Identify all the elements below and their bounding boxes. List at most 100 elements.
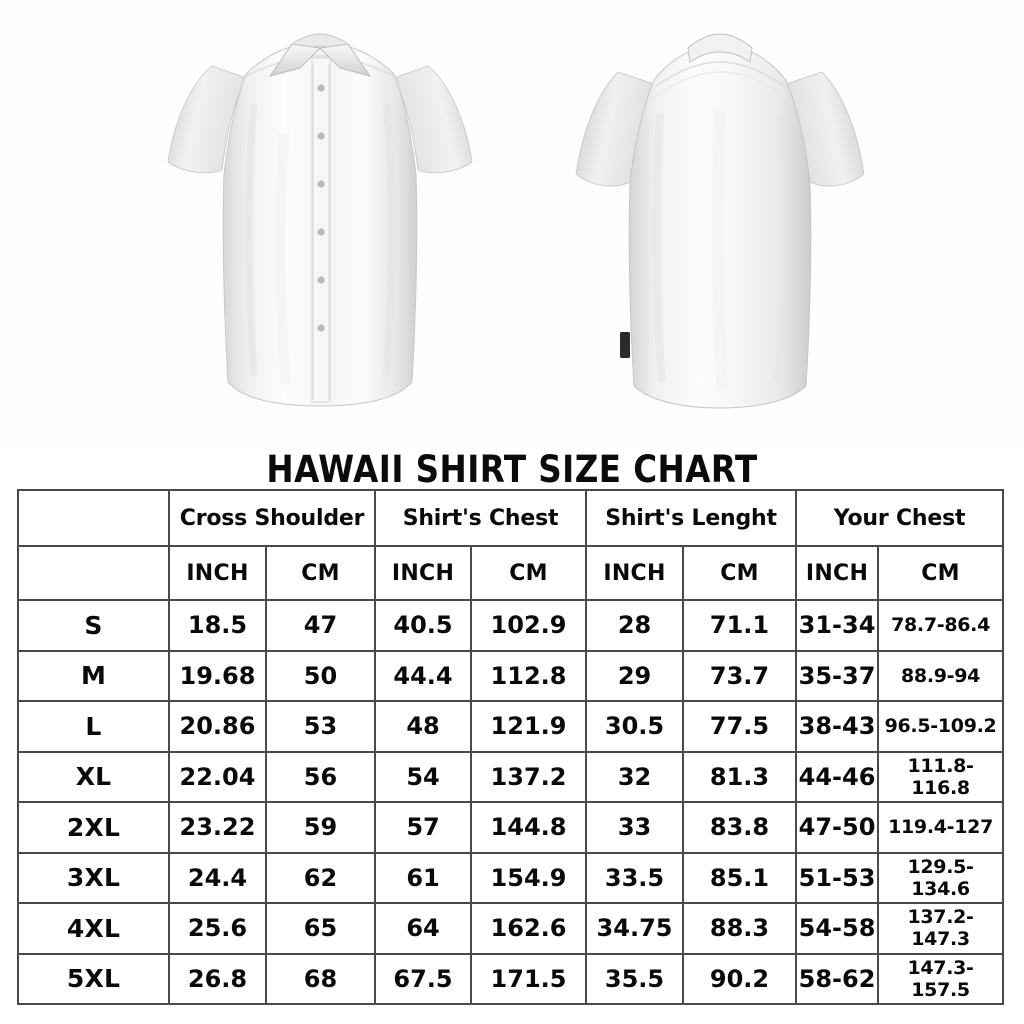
cell-shirt-length-inch: 33.5 bbox=[585, 851, 685, 904]
cell-shirt-chest-cm: 162.6 bbox=[470, 902, 588, 955]
cell-shirt-chest-inch: 61 bbox=[374, 851, 473, 904]
shirt-right-sleeve bbox=[393, 65, 473, 174]
table-row: XL 22.04 56 54 137.2 32 81.3 44-46 111.8-116.8 bbox=[17, 750, 1005, 803]
size-label-cell: 4XL bbox=[17, 902, 170, 955]
cell-shirt-chest-inch: 40.5 bbox=[374, 599, 473, 652]
shirt-button bbox=[317, 324, 325, 332]
cell-cross-shoulder-cm: 53 bbox=[264, 700, 377, 753]
size-label-cell: 3XL bbox=[17, 851, 170, 904]
size-table-container: Cross Shoulder Shirt's Chest Shirt's Len… bbox=[17, 489, 1005, 1005]
shirt-left-sleeve bbox=[167, 65, 247, 174]
unit-header-cm-shirts-chest: CM bbox=[470, 545, 588, 601]
shirt-button bbox=[317, 84, 325, 92]
shirt-back-collar bbox=[687, 33, 753, 63]
shirt-button bbox=[317, 228, 325, 236]
cell-shirt-chest-cm: 121.9 bbox=[470, 700, 588, 753]
unit-header-cm-cross-shoulder: CM bbox=[264, 545, 377, 601]
cell-your-chest-inch: 31-34 bbox=[795, 599, 880, 652]
cell-cross-shoulder-cm: 65 bbox=[264, 902, 377, 955]
cell-shirt-length-cm: 85.1 bbox=[682, 851, 798, 904]
table-row: 3XL 24.4 62 61 154.9 33.5 85.1 51-53 129.5-134.6 bbox=[17, 851, 1005, 904]
table-row: 2XL 23.22 59 57 144.8 33 83.8 47-50 119.4-127 bbox=[17, 801, 1005, 854]
cell-your-chest-inch: 44-46 bbox=[795, 750, 880, 803]
shirt-body bbox=[628, 43, 812, 409]
cell-cross-shoulder-cm: 68 bbox=[264, 952, 377, 1005]
corner-cell bbox=[17, 489, 170, 547]
table-row: 5XL 26.8 68 67.5 171.5 35.5 90.2 58-62 147.3-157… bbox=[17, 952, 1005, 1005]
cell-shirt-chest-inch: 54 bbox=[374, 750, 473, 803]
cell-shirt-chest-cm: 137.2 bbox=[470, 750, 588, 803]
cell-cross-shoulder-inch: 22.04 bbox=[168, 750, 267, 803]
cell-your-chest-cm: 96.5-109.2 bbox=[877, 700, 1005, 753]
cell-shirt-chest-inch: 57 bbox=[374, 801, 473, 854]
group-header-cross-shoulder: Cross Shoulder bbox=[167, 489, 377, 547]
cell-cross-shoulder-inch: 18.5 bbox=[168, 599, 267, 652]
cell-cross-shoulder-inch: 26.8 bbox=[168, 952, 267, 1005]
cell-shirt-chest-cm: 102.9 bbox=[470, 599, 588, 652]
table-header: Cross Shoulder Shirt's Chest Shirt's Len… bbox=[17, 489, 1005, 601]
cell-shirt-length-cm: 90.2 bbox=[682, 952, 798, 1005]
cell-your-chest-inch: 54-58 bbox=[795, 902, 880, 955]
group-header-your-chest: Your Chest bbox=[795, 489, 1005, 547]
table-row: L 20.86 53 48 121.9 30.5 77.5 38-43 96.5-109.2 bbox=[17, 700, 1005, 753]
unit-header-inch-your-chest: INCH bbox=[795, 545, 880, 601]
cell-shirt-length-cm: 88.3 bbox=[682, 902, 798, 955]
size-label-cell: L bbox=[17, 700, 170, 753]
table-row: S 18.5 47 40.5 102.9 28 71.1 31-34 78.7-86.4 bbox=[17, 599, 1005, 652]
size-label-cell: XL bbox=[17, 750, 170, 803]
shirt-collar-right bbox=[318, 43, 372, 77]
cell-cross-shoulder-inch: 20.86 bbox=[168, 700, 267, 753]
cell-cross-shoulder-cm: 56 bbox=[264, 750, 377, 803]
group-header-shirts-lenght: Shirt's Lenght bbox=[585, 489, 798, 547]
shirt-button bbox=[317, 276, 325, 284]
cell-cross-shoulder-cm: 50 bbox=[264, 649, 377, 702]
cell-shirt-chest-cm: 144.8 bbox=[470, 801, 588, 854]
cell-your-chest-inch: 38-43 bbox=[795, 700, 880, 753]
cell-shirt-length-inch: 35.5 bbox=[585, 952, 685, 1005]
cell-shirt-length-inch: 34.75 bbox=[585, 902, 685, 955]
cell-shirt-length-inch: 29 bbox=[585, 649, 685, 702]
cell-your-chest-inch: 47-50 bbox=[795, 801, 880, 854]
cell-shirt-length-inch: 28 bbox=[585, 599, 685, 652]
cell-shirt-chest-cm: 112.8 bbox=[470, 649, 588, 702]
unit-header-cm-your-chest: CM bbox=[877, 545, 1005, 601]
size-label-cell: M bbox=[17, 649, 170, 702]
group-header-shirts-chest: Shirt's Chest bbox=[374, 489, 588, 547]
cell-your-chest-inch: 58-62 bbox=[795, 952, 880, 1005]
cell-cross-shoulder-cm: 59 bbox=[264, 801, 377, 854]
table-body: S 18.5 47 40.5 102.9 28 71.1 31-34 78.7-86.4 M 19.… bbox=[17, 599, 1005, 1005]
cell-shirt-chest-inch: 48 bbox=[374, 700, 473, 753]
shirt-collar-left bbox=[268, 43, 322, 77]
size-label-cell: 5XL bbox=[17, 952, 170, 1005]
cell-cross-shoulder-inch: 25.6 bbox=[168, 902, 267, 955]
shirt-back-illustration bbox=[575, 33, 865, 409]
measurement-group-row: Cross Shoulder Shirt's Chest Shirt's Len… bbox=[17, 489, 1005, 547]
cell-your-chest-inch: 35-37 bbox=[795, 649, 880, 702]
cell-shirt-length-inch: 33 bbox=[585, 801, 685, 854]
cell-cross-shoulder-inch: 19.68 bbox=[168, 649, 267, 702]
cell-shirt-length-cm: 71.1 bbox=[682, 599, 798, 652]
shirt-back-view bbox=[560, 14, 880, 434]
cell-your-chest-cm: 119.4-127 bbox=[877, 801, 1005, 854]
chart-title: HAWAII SHIRT SIZE CHART bbox=[266, 448, 758, 491]
unit-header-inch-shirts-chest: INCH bbox=[374, 545, 473, 601]
cell-your-chest-cm: 78.7-86.4 bbox=[877, 599, 1005, 652]
shirt-front-illustration bbox=[167, 33, 473, 407]
cell-your-chest-inch: 51-53 bbox=[795, 851, 880, 904]
cell-shirt-length-inch: 32 bbox=[585, 750, 685, 803]
table-row: 4XL 25.6 65 64 162.6 34.75 88.3 54-58 137.2-147.… bbox=[17, 902, 1005, 955]
cell-shirt-length-cm: 73.7 bbox=[682, 649, 798, 702]
cell-shirt-chest-cm: 154.9 bbox=[470, 851, 588, 904]
size-label-cell: 2XL bbox=[17, 801, 170, 854]
cell-your-chest-cm: 147.3-157.5 bbox=[877, 952, 1005, 1005]
unit-header-inch-shirts-lenght: INCH bbox=[585, 545, 685, 601]
shirt-button bbox=[317, 132, 325, 140]
size-chart-table: Cross Shoulder Shirt's Chest Shirt's Len… bbox=[17, 489, 1005, 1005]
corner-cell-lower bbox=[17, 545, 170, 601]
shirt-front-view bbox=[150, 14, 490, 434]
cell-shirt-length-cm: 77.5 bbox=[682, 700, 798, 753]
cell-cross-shoulder-cm: 47 bbox=[264, 599, 377, 652]
cell-shirt-chest-inch: 64 bbox=[374, 902, 473, 955]
cell-cross-shoulder-inch: 23.22 bbox=[168, 801, 267, 854]
